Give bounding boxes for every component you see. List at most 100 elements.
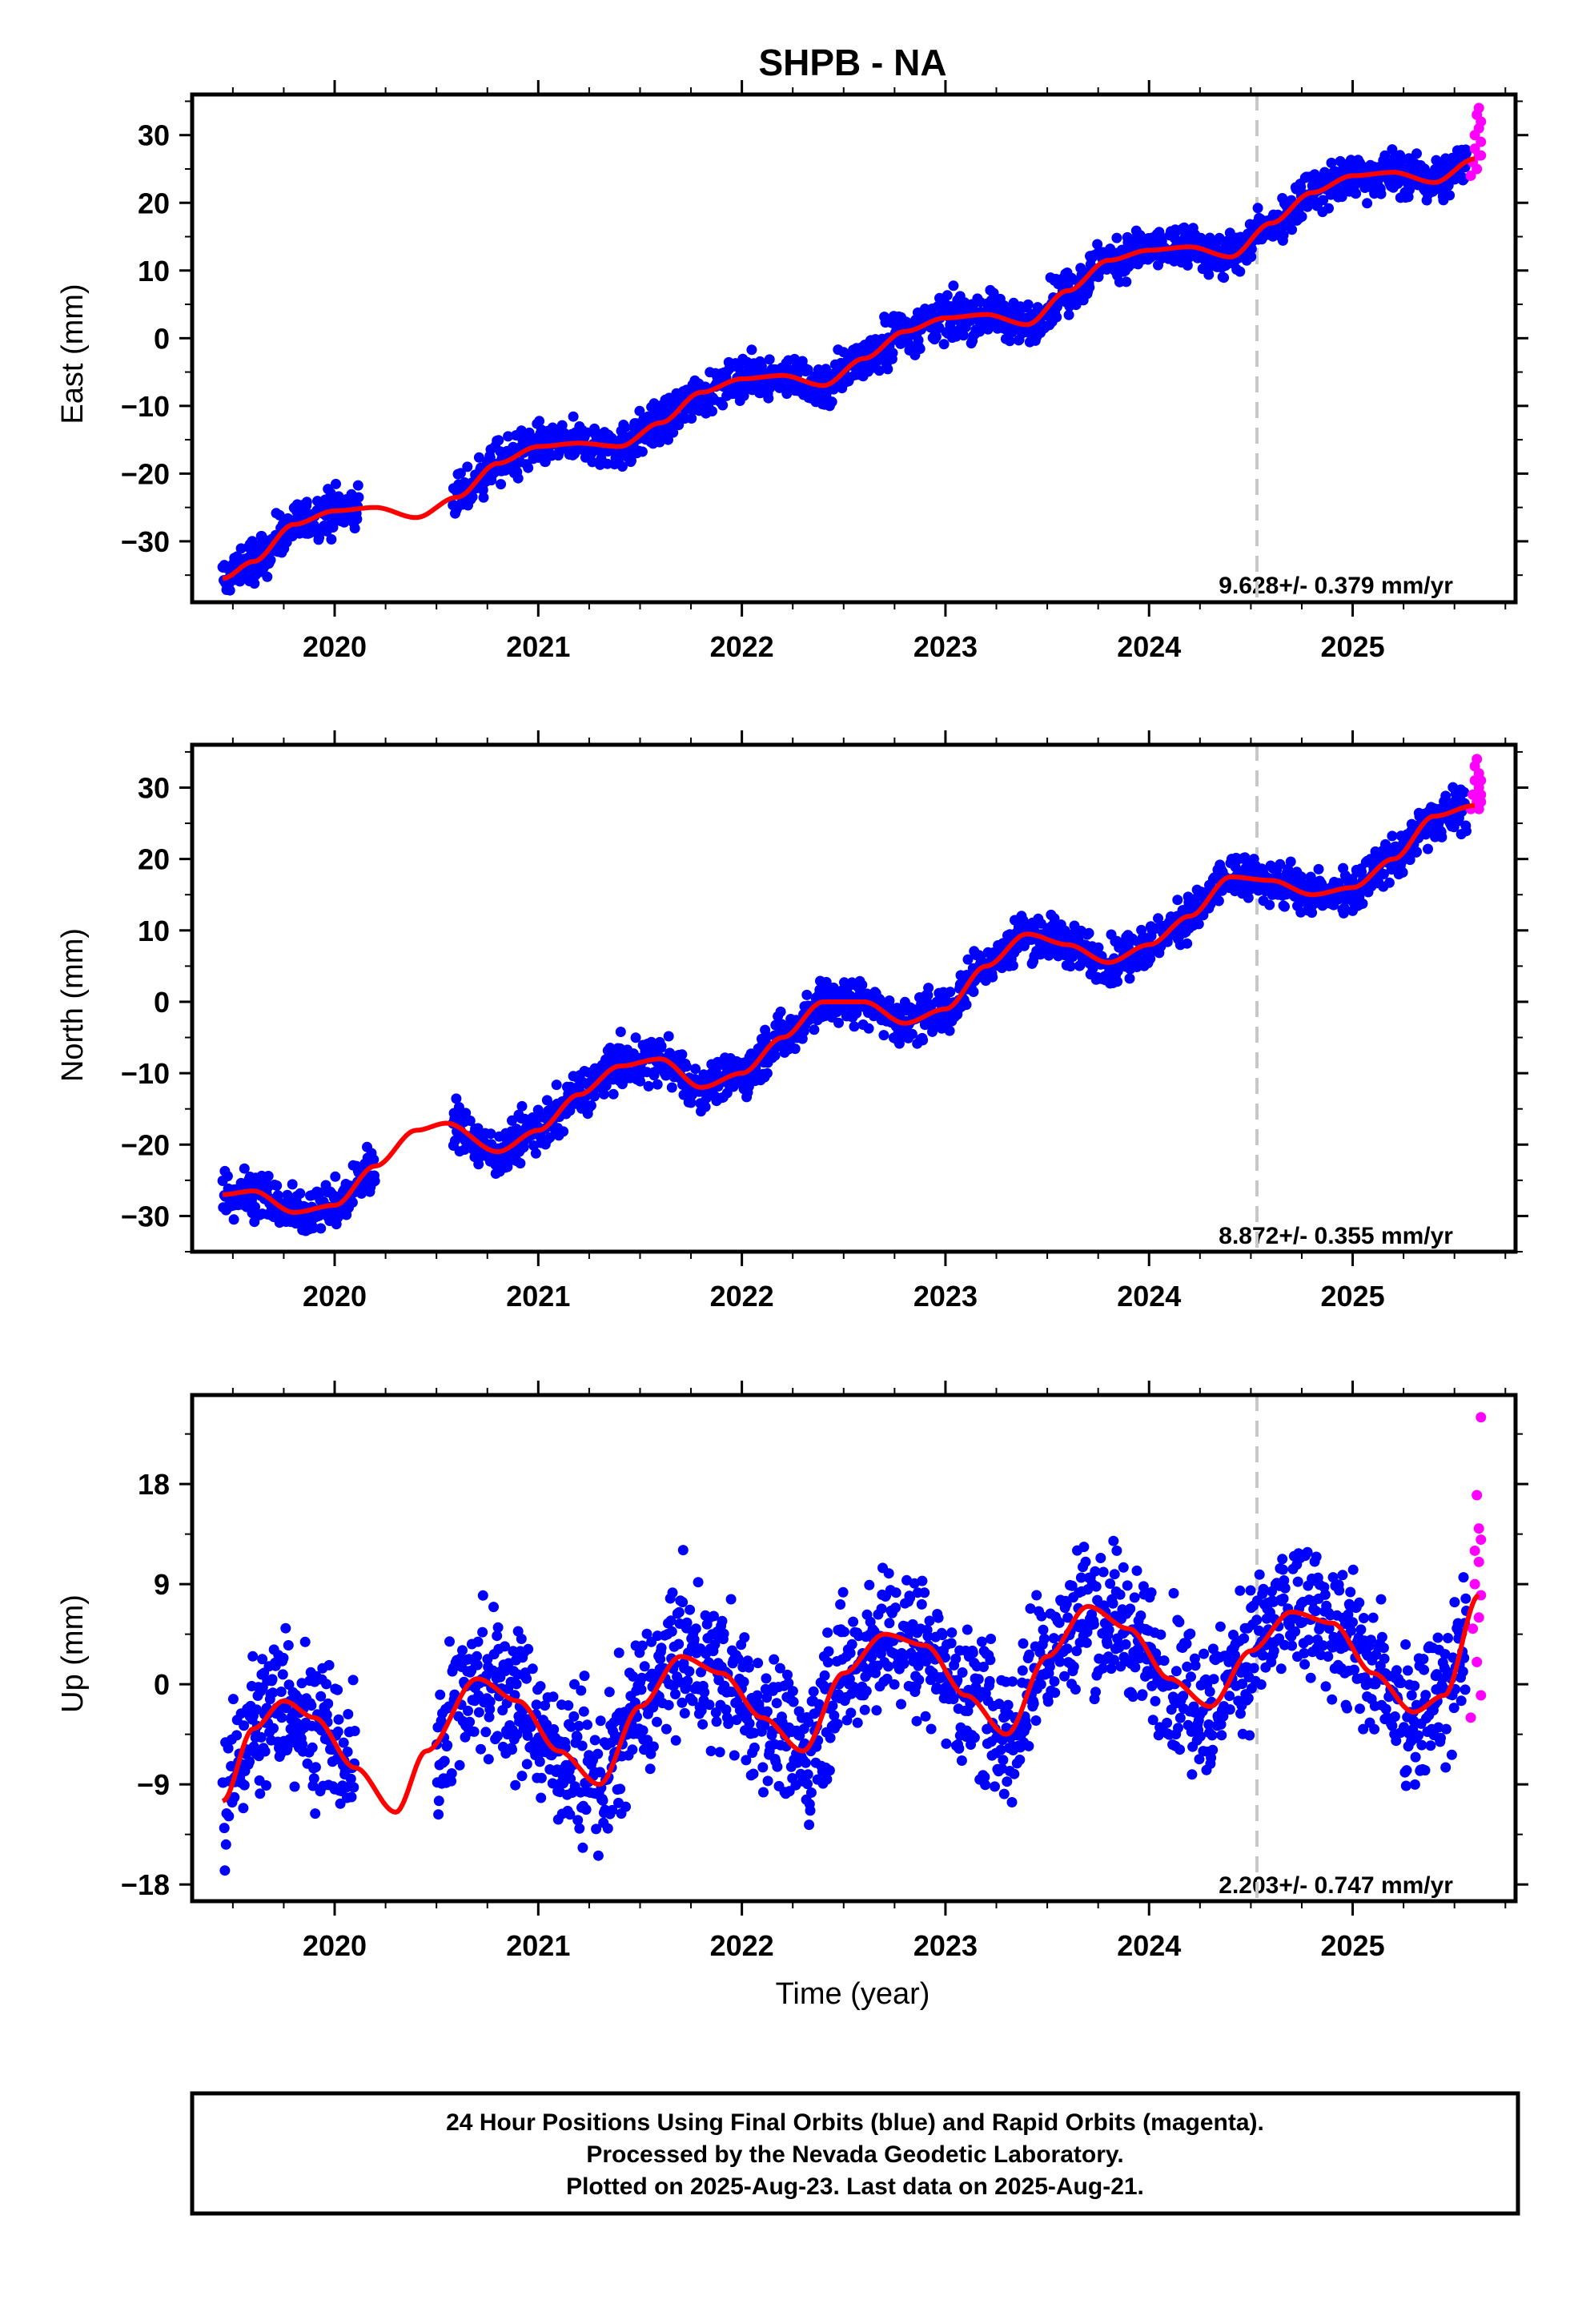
up-final-point (762, 1775, 773, 1787)
up-final-point (332, 1684, 343, 1695)
up-final-point (267, 1687, 279, 1699)
up-final-point (825, 1732, 836, 1743)
up-final-point (472, 1659, 483, 1671)
east-final-point (262, 571, 273, 582)
east-final-point (1278, 230, 1289, 241)
east-final-point (274, 509, 285, 521)
north-final-point (663, 1031, 674, 1042)
up-final-point (267, 1674, 278, 1685)
east-final-point (873, 365, 885, 376)
east-final-point (668, 427, 679, 438)
east-final-point (648, 398, 660, 409)
north-final-point (1285, 856, 1296, 867)
east-x-tick-label: 2022 (710, 630, 774, 663)
up-final-point (547, 1778, 558, 1789)
north-final-point (1153, 913, 1163, 924)
north-final-point (356, 1188, 367, 1199)
up-final-point (592, 1748, 604, 1759)
up-final-point (457, 1645, 468, 1656)
up-final-point (613, 1647, 624, 1659)
east-final-point (998, 300, 1010, 312)
east-y-axis-label: East (mm) (56, 283, 90, 424)
up-final-point (738, 1676, 749, 1687)
east-rapid-point (1472, 163, 1483, 175)
north-final-point (222, 1171, 233, 1182)
up-final-point (679, 1707, 690, 1719)
up-final-point (758, 1787, 769, 1798)
up-final-point (239, 1779, 250, 1791)
north-rapid-point (1472, 754, 1483, 765)
east-x-tick-label: 2025 (1321, 630, 1385, 663)
up-final-point (283, 1640, 294, 1651)
east-final-point (746, 344, 757, 356)
north-final-point (1065, 961, 1076, 972)
up-final-point (527, 1663, 538, 1675)
up-final-point (916, 1598, 927, 1610)
east-final-point (534, 416, 545, 427)
north-final-point (1145, 953, 1156, 964)
north-y-tick-label: −10 (121, 1057, 170, 1090)
up-final-point (852, 1717, 863, 1728)
up-final-point (889, 1679, 900, 1690)
up-final-point (521, 1759, 532, 1770)
up-final-point (565, 1773, 576, 1784)
up-final-point (969, 1732, 980, 1743)
north-rapid-point (1476, 775, 1487, 786)
north-final-point (1264, 899, 1275, 911)
north-final-point (906, 1028, 917, 1039)
east-final-point (351, 513, 363, 525)
north-rate-label: 8.872+/- 0.355 mm/yr (1219, 1223, 1453, 1249)
north-final-point (775, 1006, 786, 1017)
north-y-tick-label: 10 (138, 915, 170, 947)
up-final-point (821, 1774, 833, 1785)
up-final-point (602, 1823, 613, 1834)
north-final-point (828, 982, 839, 993)
north-x-tick-label: 2024 (1117, 1280, 1181, 1313)
north-final-point (666, 1082, 677, 1093)
up-final-point (516, 1634, 527, 1644)
north-final-point (878, 1030, 889, 1041)
up-final-point (604, 1687, 615, 1698)
up-final-point (642, 1735, 653, 1746)
up-final-point (749, 1742, 760, 1753)
up-final-point (757, 1762, 769, 1773)
up-final-point (477, 1626, 488, 1638)
north-final-point (1279, 901, 1290, 912)
up-final-point (444, 1636, 455, 1647)
east-final-point (958, 330, 969, 341)
up-final-point (576, 1740, 588, 1751)
north-final-point (1313, 863, 1324, 875)
east-final-point (523, 462, 534, 473)
north-final-point (1307, 907, 1318, 919)
east-panel: East (mm) 9.628+/- 0.379 mm/yr 3020100−1… (56, 80, 1528, 663)
north-final-point (944, 1025, 955, 1036)
east-final-point (1084, 282, 1095, 293)
up-final-point (238, 1803, 249, 1814)
east-final-point (265, 554, 276, 565)
up-final-point (607, 1804, 618, 1815)
east-final-point (327, 522, 339, 533)
up-final-point (986, 1634, 997, 1644)
up-final-point (307, 1742, 318, 1753)
up-final-point (574, 1823, 585, 1834)
north-y-tick-label: 20 (138, 843, 170, 876)
up-final-point (433, 1795, 444, 1807)
north-final-point (558, 1126, 569, 1137)
up-final-point (595, 1767, 605, 1778)
up-final-point (748, 1768, 759, 1779)
north-final-point (585, 1100, 596, 1111)
north-final-point (272, 1190, 283, 1201)
up-final-point (536, 1792, 547, 1803)
north-final-point (250, 1201, 260, 1212)
up-final-point (310, 1762, 321, 1773)
up-final-point (446, 1775, 457, 1787)
up-final-point (665, 1615, 677, 1626)
north-final-point (1172, 895, 1183, 906)
east-rapid-point (1476, 150, 1487, 161)
north-plot-frame (190, 742, 1518, 1254)
up-panel: Up (mm) 2.203+/- 0.747 mm/yr Time (year)… (56, 1381, 1528, 2011)
east-final-point (882, 364, 893, 375)
up-final-point (832, 1719, 843, 1730)
east-final-point (686, 413, 697, 424)
north-final-point (460, 1108, 472, 1119)
